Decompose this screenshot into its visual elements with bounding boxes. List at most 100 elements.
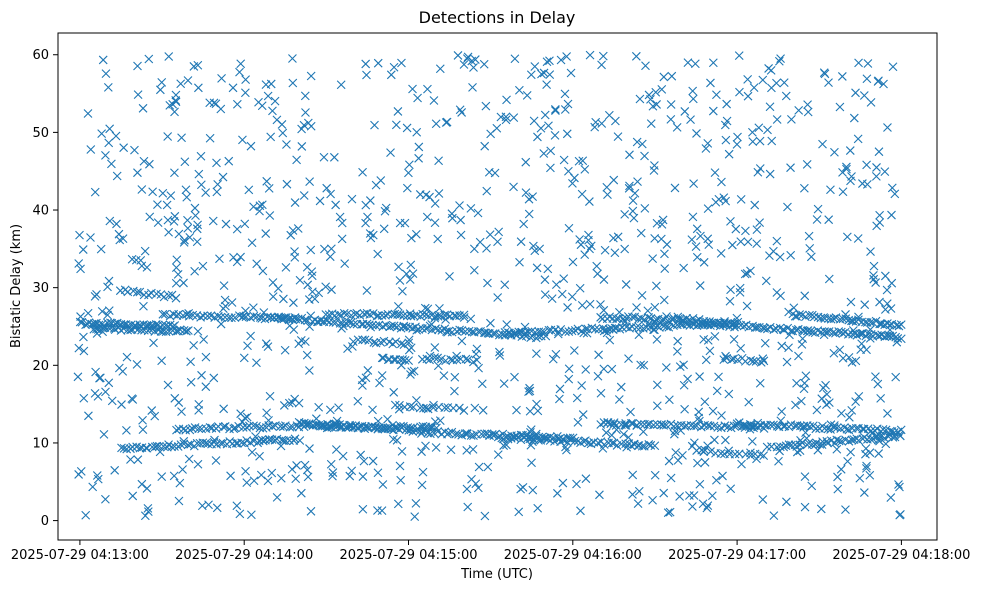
data-point — [636, 419, 646, 429]
data-point — [421, 441, 430, 451]
data-point — [776, 416, 786, 426]
data-point — [879, 79, 888, 89]
data-point — [689, 438, 699, 448]
data-point — [396, 475, 406, 485]
data-point — [516, 237, 526, 247]
data-point — [237, 312, 247, 322]
data-point — [846, 176, 855, 186]
data-point — [528, 192, 538, 201]
data-point — [784, 343, 793, 353]
data-point — [389, 321, 399, 331]
data-point — [812, 405, 822, 415]
data-point — [314, 288, 324, 298]
data-point — [133, 455, 143, 465]
data-point — [236, 252, 245, 262]
data-point — [524, 387, 533, 397]
data-point — [688, 502, 697, 511]
data-point — [802, 326, 812, 336]
data-point — [110, 465, 120, 475]
data-point — [672, 347, 682, 356]
data-point — [212, 503, 222, 513]
data-point — [862, 179, 872, 189]
data-point — [341, 423, 351, 432]
data-point — [210, 435, 219, 445]
data-point — [637, 314, 646, 323]
data-point — [559, 155, 569, 165]
data-point — [866, 317, 875, 327]
data-point — [258, 266, 268, 276]
data-point — [596, 300, 605, 309]
data-point — [391, 120, 401, 130]
data-point — [147, 406, 157, 415]
data-point — [101, 150, 110, 160]
data-point — [869, 274, 879, 284]
data-point — [635, 94, 645, 104]
data-point — [510, 372, 519, 382]
data-point — [851, 88, 860, 98]
data-point — [525, 434, 535, 444]
data-point — [362, 286, 372, 295]
data-point — [170, 168, 179, 178]
plot-frame — [57, 32, 938, 541]
data-point — [769, 511, 779, 521]
data-point — [90, 388, 100, 398]
data-point — [97, 129, 107, 139]
data-point — [629, 439, 639, 449]
data-point — [848, 316, 858, 326]
data-point — [717, 177, 726, 187]
data-point — [290, 247, 299, 256]
data-point — [460, 429, 470, 439]
data-point — [539, 149, 549, 158]
data-point — [261, 229, 271, 238]
data-point — [584, 230, 593, 240]
data-point — [553, 329, 563, 339]
data-point — [842, 162, 851, 172]
data-point — [310, 294, 320, 304]
data-point — [376, 338, 386, 347]
data-point — [532, 263, 542, 273]
data-point — [859, 488, 869, 497]
data-point — [637, 139, 647, 149]
data-point — [577, 381, 587, 390]
data-point — [175, 478, 185, 488]
data-point — [128, 491, 138, 501]
data-point — [607, 438, 617, 448]
data-point — [510, 433, 520, 443]
data-point — [786, 250, 796, 260]
data-point — [534, 435, 543, 445]
data-point — [84, 318, 94, 327]
data-point — [482, 186, 492, 196]
data-point — [415, 403, 425, 413]
data-point — [192, 237, 202, 247]
data-point — [263, 342, 273, 352]
data-point — [536, 435, 546, 445]
data-point — [347, 194, 357, 204]
data-point — [397, 58, 406, 68]
data-point — [657, 84, 667, 94]
data-point — [480, 141, 490, 151]
data-point — [485, 230, 495, 240]
data-point — [240, 219, 250, 229]
data-point — [700, 397, 710, 407]
data-point — [716, 449, 726, 458]
data-point — [762, 442, 772, 452]
data-point — [750, 200, 760, 210]
data-point — [862, 463, 871, 473]
data-point — [278, 128, 288, 138]
data-point — [114, 229, 124, 239]
data-point — [837, 408, 846, 418]
data-point — [699, 257, 709, 267]
data-point — [826, 314, 836, 324]
data-point — [204, 500, 213, 510]
data-point — [808, 327, 817, 337]
data-point — [404, 338, 414, 348]
data-point — [732, 139, 742, 149]
data-point — [377, 506, 387, 516]
data-point — [651, 87, 661, 97]
data-point — [756, 358, 766, 367]
data-point — [430, 218, 440, 228]
data-point — [699, 335, 709, 344]
data-point — [629, 213, 639, 223]
data-point — [515, 257, 524, 267]
data-point — [817, 394, 827, 404]
